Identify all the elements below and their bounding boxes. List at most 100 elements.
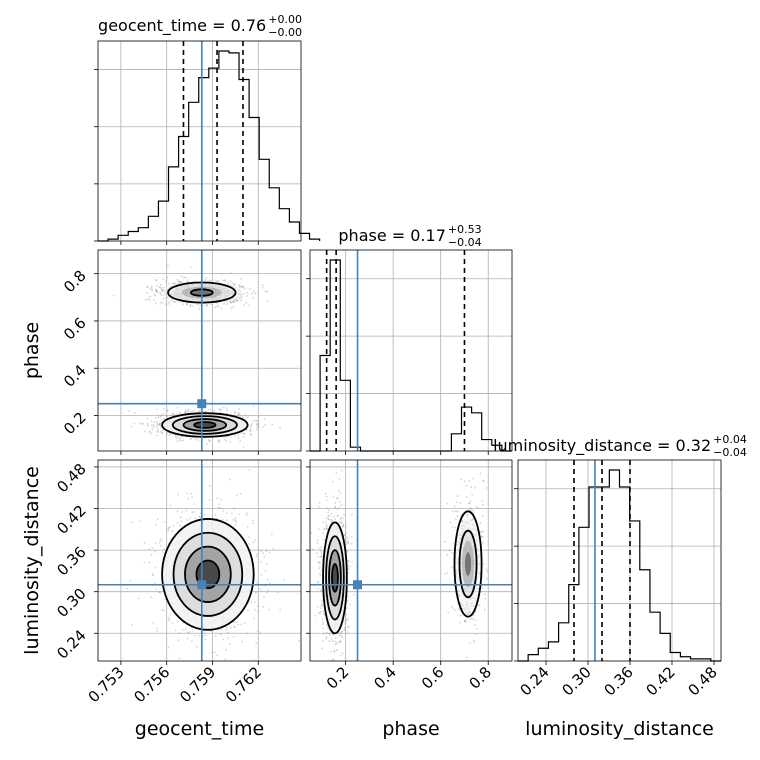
x-tick-label: 0.759 <box>176 663 219 706</box>
sample-point <box>336 497 339 499</box>
sample-point <box>176 521 179 524</box>
panel-content <box>310 460 512 661</box>
sample-point <box>216 304 219 307</box>
sample-point <box>342 620 345 623</box>
sample-point <box>327 627 329 630</box>
sample-point <box>233 299 236 302</box>
sample-point <box>167 282 170 285</box>
sample-point <box>233 411 236 414</box>
sample-point <box>254 539 257 541</box>
sample-point <box>209 485 211 487</box>
title-superscript: +0.04 <box>713 433 747 446</box>
sample-point <box>334 636 337 639</box>
sample-point <box>225 628 228 631</box>
sample-point <box>192 305 195 308</box>
sample-point <box>451 526 454 528</box>
sample-point <box>472 509 475 512</box>
sample-point <box>343 626 346 629</box>
sample-point <box>315 552 318 554</box>
sample-point <box>467 613 470 616</box>
sample-point <box>154 566 157 569</box>
sample-point <box>181 303 184 306</box>
y-tick-label: 0.42 <box>53 501 89 537</box>
sample-point <box>235 520 238 523</box>
sample-point <box>342 523 345 526</box>
sample-point <box>338 478 341 481</box>
sample-point <box>238 513 241 516</box>
sample-point <box>130 521 133 524</box>
sample-point <box>316 542 319 545</box>
sample-point <box>346 551 349 553</box>
histogram-panel-geocent_time <box>94 40 321 245</box>
sample-point <box>160 287 163 290</box>
sample-point <box>486 570 489 573</box>
sample-point <box>332 658 334 660</box>
sample-point <box>152 426 155 428</box>
sample-point <box>317 588 320 590</box>
sample-point <box>198 515 201 518</box>
sample-point <box>237 437 240 439</box>
sample-point <box>319 565 321 568</box>
sample-point <box>222 406 225 409</box>
sample-point <box>172 413 175 415</box>
sample-point <box>474 619 476 621</box>
sample-point <box>339 492 341 494</box>
sample-point <box>231 282 234 285</box>
sample-point <box>159 283 162 286</box>
sample-point <box>257 610 260 612</box>
sample-point <box>156 408 158 411</box>
sample-point <box>321 605 324 607</box>
sample-point <box>240 296 243 299</box>
sample-point <box>171 530 174 532</box>
sample-point <box>340 521 343 524</box>
sample-point <box>320 604 323 607</box>
sample-point <box>239 285 242 288</box>
sample-point <box>338 634 341 637</box>
sample-point <box>130 425 133 428</box>
sample-point <box>254 591 257 594</box>
sample-point <box>318 561 321 564</box>
sample-point <box>346 541 349 544</box>
sample-point <box>191 511 194 514</box>
sample-point <box>176 510 179 513</box>
sample-point <box>248 543 251 545</box>
sample-point <box>178 281 181 284</box>
sample-point <box>479 472 482 475</box>
sample-point <box>336 649 339 651</box>
panel-frame <box>97 249 302 452</box>
sample-point <box>486 577 488 580</box>
sample-point <box>153 421 156 424</box>
sample-point <box>263 418 266 421</box>
title-superscript: +0.53 <box>448 223 482 236</box>
sample-point <box>341 652 344 655</box>
sample-point <box>350 542 353 545</box>
sample-point <box>154 288 157 291</box>
x-tick-label: 0.762 <box>222 663 265 706</box>
sample-point <box>202 634 205 637</box>
sample-point <box>326 625 328 627</box>
sample-point <box>468 642 471 644</box>
sample-point <box>312 548 315 551</box>
sample-point <box>187 408 190 410</box>
sample-point <box>155 426 158 429</box>
sample-point <box>325 525 328 528</box>
sample-point <box>235 494 238 497</box>
sample-point <box>347 618 349 620</box>
sample-point <box>216 517 218 520</box>
sample-point <box>259 561 262 563</box>
sample-point <box>153 550 156 553</box>
sample-point <box>234 410 236 413</box>
y-tick-label: 0.36 <box>53 543 89 579</box>
sample-point <box>330 519 332 521</box>
sample-point <box>341 525 344 528</box>
sample-point <box>164 303 167 306</box>
sample-point <box>326 528 329 531</box>
contour-3 <box>331 563 339 593</box>
sample-point <box>334 518 336 520</box>
sample-point <box>322 639 324 642</box>
sample-point <box>189 517 192 520</box>
sample-point <box>190 438 192 440</box>
sample-point <box>190 492 193 495</box>
sample-point <box>233 283 236 286</box>
sample-point <box>238 284 241 287</box>
